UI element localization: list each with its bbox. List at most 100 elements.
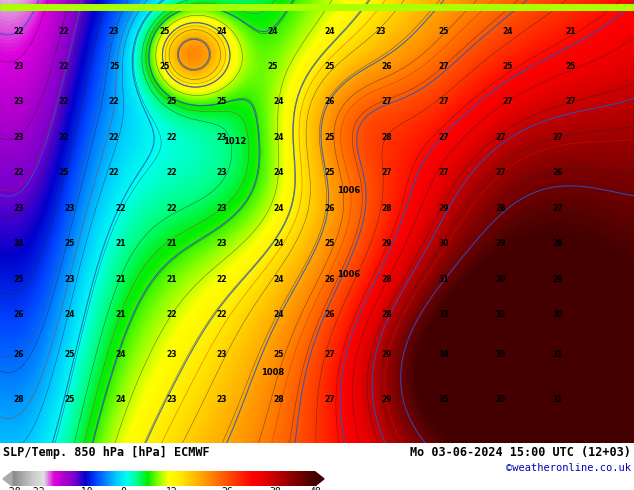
Text: 29: 29	[553, 275, 563, 284]
Text: 25: 25	[109, 62, 119, 71]
Text: 28: 28	[382, 133, 392, 142]
Text: 24: 24	[217, 26, 227, 36]
Text: 21: 21	[166, 240, 176, 248]
Text: 35: 35	[439, 394, 449, 404]
Text: 29: 29	[382, 394, 392, 404]
Text: 23: 23	[166, 394, 176, 404]
Text: 25: 25	[65, 350, 75, 359]
Text: 34: 34	[439, 350, 449, 359]
Text: 32: 32	[496, 310, 506, 319]
Text: 23: 23	[217, 169, 227, 177]
Text: 30: 30	[553, 310, 563, 319]
Text: 26: 26	[325, 204, 335, 213]
Text: 22: 22	[58, 26, 68, 36]
Text: 23: 23	[109, 26, 119, 36]
Text: 22: 22	[109, 169, 119, 177]
Text: 24: 24	[115, 394, 126, 404]
Text: 23: 23	[217, 350, 227, 359]
Polygon shape	[315, 472, 324, 486]
Text: 28: 28	[553, 240, 563, 248]
Text: 22: 22	[166, 169, 176, 177]
Text: 25: 25	[325, 169, 335, 177]
Text: 21: 21	[115, 240, 126, 248]
Text: 30: 30	[439, 240, 449, 248]
Text: 24: 24	[65, 310, 75, 319]
Text: 25: 25	[325, 133, 335, 142]
Text: -28: -28	[3, 488, 21, 490]
Text: 23: 23	[65, 275, 75, 284]
Text: 24: 24	[274, 275, 284, 284]
Text: 27: 27	[382, 169, 392, 177]
Text: 22: 22	[217, 310, 227, 319]
Text: 27: 27	[553, 204, 563, 213]
Text: 23: 23	[65, 204, 75, 213]
Text: 25: 25	[268, 62, 278, 71]
Text: 31: 31	[553, 394, 563, 404]
Text: 48: 48	[309, 488, 321, 490]
Text: 25: 25	[160, 62, 170, 71]
Text: 25: 25	[65, 240, 75, 248]
Text: 27: 27	[566, 98, 576, 106]
Text: 23: 23	[14, 133, 24, 142]
Text: 31: 31	[553, 350, 563, 359]
Text: 26: 26	[553, 169, 563, 177]
Text: 21: 21	[166, 275, 176, 284]
Text: 22: 22	[58, 62, 68, 71]
Text: 22: 22	[217, 275, 227, 284]
Text: 21: 21	[566, 26, 576, 36]
Text: 27: 27	[496, 133, 506, 142]
Text: 27: 27	[439, 62, 449, 71]
Text: 23: 23	[217, 204, 227, 213]
Text: 26: 26	[325, 98, 335, 106]
Text: 24: 24	[268, 26, 278, 36]
Text: 1006: 1006	[337, 270, 360, 279]
Text: 22: 22	[109, 98, 119, 106]
Text: 22: 22	[166, 310, 176, 319]
Text: 26: 26	[325, 275, 335, 284]
Text: 26: 26	[382, 62, 392, 71]
Text: 24: 24	[325, 26, 335, 36]
Text: 24: 24	[274, 133, 284, 142]
Text: 22: 22	[14, 26, 24, 36]
Text: 29: 29	[439, 204, 449, 213]
Text: 28: 28	[274, 394, 284, 404]
Text: 24: 24	[115, 350, 126, 359]
Text: 24: 24	[502, 26, 512, 36]
Text: 24: 24	[274, 310, 284, 319]
Text: 25: 25	[166, 98, 176, 106]
Text: 25: 25	[160, 26, 170, 36]
Text: 23: 23	[14, 98, 24, 106]
Text: 27: 27	[439, 169, 449, 177]
Text: 25: 25	[325, 240, 335, 248]
Text: 12: 12	[165, 488, 178, 490]
Text: 26: 26	[325, 310, 335, 319]
Text: 28: 28	[382, 275, 392, 284]
Text: 27: 27	[382, 98, 392, 106]
Text: 22: 22	[166, 133, 176, 142]
Text: 23: 23	[217, 240, 227, 248]
Text: 23: 23	[217, 133, 227, 142]
Text: 31: 31	[439, 275, 449, 284]
Text: 26: 26	[221, 488, 233, 490]
Text: 21: 21	[115, 310, 126, 319]
Text: SLP/Temp. 850 hPa [hPa] ECMWF: SLP/Temp. 850 hPa [hPa] ECMWF	[3, 446, 210, 460]
Text: 24: 24	[14, 240, 24, 248]
Text: 24: 24	[274, 169, 284, 177]
Text: 25: 25	[274, 350, 284, 359]
Text: 25: 25	[14, 275, 24, 284]
Text: 23: 23	[14, 62, 24, 71]
Text: 25: 25	[325, 62, 335, 71]
Text: 35: 35	[496, 350, 506, 359]
Text: 29: 29	[382, 350, 392, 359]
Text: 24: 24	[274, 240, 284, 248]
Text: 25: 25	[502, 62, 512, 71]
Text: 28: 28	[14, 394, 24, 404]
Text: 27: 27	[502, 98, 512, 106]
Text: 29: 29	[382, 240, 392, 248]
Text: 1006: 1006	[337, 186, 360, 195]
Text: 25: 25	[439, 26, 449, 36]
Text: 1012: 1012	[223, 137, 246, 147]
Text: 27: 27	[553, 133, 563, 142]
Text: 22: 22	[58, 133, 68, 142]
Text: 27: 27	[325, 350, 335, 359]
